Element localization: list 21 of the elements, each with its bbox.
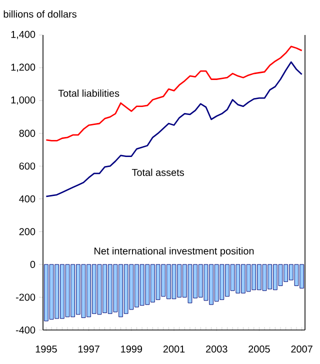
x-tick-label: 1995 [36, 346, 57, 353]
series-label: Total liabilities [58, 89, 120, 97]
y-tick-label: 400 [19, 195, 36, 202]
x-tick-label: 2005 [248, 346, 270, 353]
y-tick-label: 600 [19, 162, 36, 170]
y-tick-label: 0 [30, 260, 36, 268]
y-tick-label: 800 [19, 130, 36, 137]
y-tick-label: -400 [16, 326, 36, 334]
y-tick-label: 1,400 [11, 30, 36, 40]
x-tick-label: 1999 [121, 346, 142, 353]
y-tick-label: 1,000 [11, 96, 36, 105]
x-tick-label: 2001 [163, 346, 185, 353]
series-label: Total assets [132, 168, 184, 176]
x-tick-label: 2003 [206, 346, 228, 353]
series-label: Net international investment position [94, 247, 254, 256]
y-tick-label: 200 [19, 228, 36, 236]
y-tick-label: -200 [16, 294, 36, 301]
y-tick-label: 1,200 [11, 64, 36, 72]
y-axis-title: billions of dollars [4, 10, 76, 18]
x-tick-label: 1997 [78, 346, 100, 353]
x-tick-label: 2007 [291, 346, 312, 353]
